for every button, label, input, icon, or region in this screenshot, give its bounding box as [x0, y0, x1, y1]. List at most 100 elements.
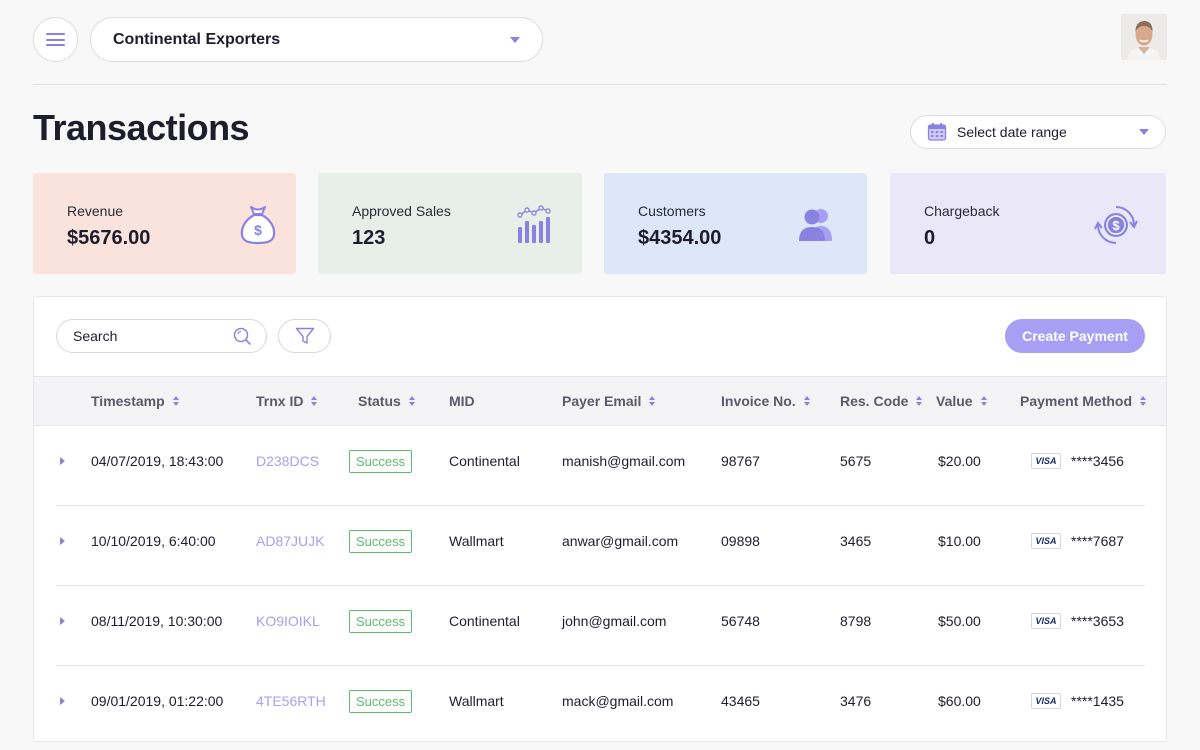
- column-header-timestamp[interactable]: Timestamp: [91, 377, 179, 425]
- cell-res-code: 3476: [840, 693, 872, 709]
- sort-icon: [1140, 396, 1147, 406]
- stat-value: $4354.00: [638, 227, 722, 249]
- calendar-icon: [927, 123, 947, 141]
- cell-status: Success: [349, 586, 413, 656]
- cell-invoice: 56748: [721, 613, 760, 629]
- date-range-label: Select date range: [957, 124, 1067, 140]
- stat-label: Customers: [638, 203, 706, 219]
- cell-email: anwar@gmail.com: [562, 533, 679, 549]
- svg-text:$: $: [254, 222, 262, 238]
- table-row[interactable]: 08/11/2019, 10:30:00 KO9IOIKL Success Co…: [56, 586, 1145, 666]
- expand-row-icon[interactable]: [60, 426, 65, 496]
- cell-trnx-id[interactable]: KO9IOIKL: [256, 613, 320, 629]
- chevron-down-icon: [510, 36, 520, 43]
- status-badge: Success: [349, 689, 413, 713]
- cell-status: Success: [349, 426, 413, 496]
- visa-card-icon: VISA: [1031, 613, 1061, 629]
- card-number: ****7687: [1071, 533, 1124, 549]
- stat-card-chargeback: Chargeback 0 $: [890, 173, 1166, 274]
- table-header: Timestamp Trnx ID Status MID Payer Email…: [34, 376, 1166, 426]
- header-divider: [33, 84, 1167, 85]
- cell-trnx-id[interactable]: D238DCS: [256, 453, 320, 469]
- create-payment-button[interactable]: Create Payment: [1005, 319, 1145, 353]
- sort-icon: [803, 396, 810, 406]
- card-number: ****3653: [1071, 613, 1124, 629]
- cell-timestamp: 04/07/2019, 18:43:00: [91, 453, 224, 469]
- cell-value: $20.00: [938, 453, 981, 469]
- table-row[interactable]: 04/07/2019, 18:43:00 D238DCS Success Con…: [56, 426, 1145, 506]
- cell-res-code: 3465: [840, 533, 872, 549]
- hamburger-icon: [46, 33, 65, 46]
- cell-payment-method: VISA ****3456: [1031, 426, 1124, 496]
- users-icon: [799, 209, 832, 241]
- status-badge: Success: [349, 449, 413, 473]
- cell-value: $10.00: [938, 533, 981, 549]
- search-box[interactable]: [56, 319, 267, 353]
- date-range-picker[interactable]: Select date range: [910, 115, 1166, 149]
- avatar[interactable]: [1121, 14, 1167, 60]
- cell-trnx-id[interactable]: AD87JUJK: [256, 533, 325, 549]
- visa-card-icon: VISA: [1031, 693, 1061, 709]
- cell-mid: Continental: [449, 453, 520, 469]
- stat-card-approved-sales: Approved Sales 123: [318, 173, 582, 274]
- chevron-down-icon: [1139, 129, 1149, 135]
- column-header-res-code[interactable]: Res. Code: [840, 377, 923, 425]
- stat-label: Chargeback: [924, 203, 1000, 219]
- search-input[interactable]: [73, 328, 232, 344]
- column-header-value[interactable]: Value: [936, 377, 987, 425]
- status-badge: Success: [349, 609, 413, 633]
- sort-icon: [916, 396, 923, 406]
- cell-res-code: 5675: [840, 453, 872, 469]
- cell-timestamp: 08/11/2019, 10:30:00: [91, 613, 223, 629]
- sort-icon: [408, 396, 415, 406]
- cell-email: mack@gmail.com: [562, 693, 674, 709]
- cell-email: john@gmail.com: [562, 613, 667, 629]
- filter-icon: [295, 327, 314, 344]
- sort-icon: [649, 396, 656, 406]
- cell-res-code: 8798: [840, 613, 872, 629]
- visa-card-icon: VISA: [1031, 453, 1061, 469]
- stat-card-revenue: Revenue $5676.00 $: [33, 173, 296, 274]
- svg-text:$: $: [1112, 218, 1120, 233]
- stat-value: 123: [352, 227, 386, 249]
- refund-coin-icon: $: [1094, 206, 1138, 244]
- transactions-panel: Create Payment Timestamp Trnx ID Status …: [33, 296, 1167, 742]
- cell-payment-method: VISA ****1435: [1031, 666, 1124, 736]
- filter-button[interactable]: [278, 319, 331, 353]
- status-badge: Success: [349, 529, 413, 553]
- money-bag-icon: $: [240, 206, 276, 245]
- expand-row-icon[interactable]: [60, 586, 65, 656]
- sort-icon: [172, 396, 179, 406]
- table-row[interactable]: 09/01/2019, 01:22:00 4TE56RTH Success Wa…: [56, 666, 1145, 741]
- cell-invoice: 98767: [721, 453, 760, 469]
- column-header-trnx-id[interactable]: Trnx ID: [256, 377, 318, 425]
- company-name: Continental Exporters: [113, 30, 281, 48]
- cell-email: manish@gmail.com: [562, 453, 686, 469]
- company-select[interactable]: Continental Exporters: [90, 17, 543, 62]
- cell-timestamp: 10/10/2019, 6:40:00: [91, 533, 216, 549]
- cell-status: Success: [349, 666, 413, 736]
- cell-invoice: 09898: [721, 533, 760, 549]
- column-header-status[interactable]: Status: [358, 377, 415, 425]
- column-header-mid: MID: [449, 393, 475, 409]
- sort-icon: [980, 396, 987, 406]
- column-header-invoice[interactable]: Invoice No.: [721, 377, 810, 425]
- expand-row-icon[interactable]: [60, 506, 65, 576]
- table-row[interactable]: 10/10/2019, 6:40:00 AD87JUJK Success Wal…: [56, 506, 1145, 586]
- stat-card-customers: Customers $4354.00: [604, 173, 867, 274]
- expand-row-icon[interactable]: [60, 666, 65, 736]
- stat-label: Revenue: [67, 203, 124, 219]
- cell-value: $50.00: [938, 613, 981, 629]
- cell-trnx-id[interactable]: 4TE56RTH: [256, 693, 326, 709]
- stat-value: $5676.00: [67, 227, 151, 249]
- visa-card-icon: VISA: [1031, 533, 1061, 549]
- stat-value: 0: [924, 227, 936, 249]
- card-number: ****3456: [1071, 453, 1124, 469]
- column-header-payer-email[interactable]: Payer Email: [562, 377, 656, 425]
- cell-mid: Wallmart: [449, 533, 504, 549]
- cell-mid: Wallmart: [449, 693, 504, 709]
- column-header-payment-method[interactable]: Payment Method: [1020, 377, 1147, 425]
- cell-status: Success: [349, 506, 413, 576]
- search-icon[interactable]: [232, 326, 252, 346]
- menu-button[interactable]: [33, 17, 78, 62]
